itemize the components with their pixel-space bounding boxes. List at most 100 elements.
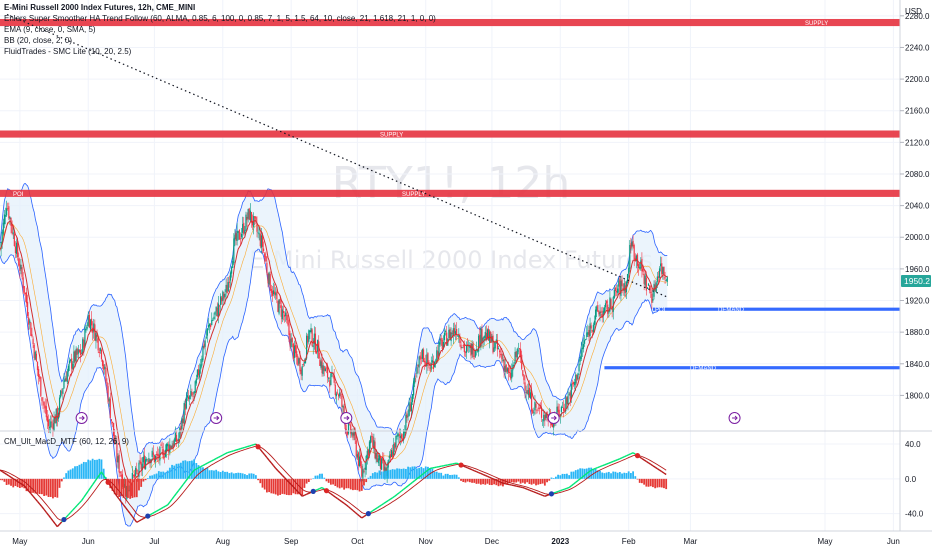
indicator-legend-ehlers[interactable]: Ehlers Super Smoother HA Trend Follow (6… — [4, 13, 436, 24]
signal-marker-icon[interactable] — [548, 413, 559, 424]
indicator-legend-bb[interactable]: BB (20, close, 2, 0) — [4, 35, 436, 46]
macd-histogram-bar — [665, 479, 667, 489]
macd-histogram-bar — [118, 479, 120, 497]
candle-body — [561, 407, 562, 412]
macd-histogram-bar — [92, 459, 94, 479]
candle-body — [601, 311, 602, 313]
candle-body — [533, 412, 534, 413]
macd-histogram-bar — [498, 479, 500, 486]
macd-cross-dot — [324, 488, 329, 493]
macd-histogram-bar — [641, 479, 643, 483]
candle-body — [642, 269, 643, 272]
macd-line-segment — [540, 494, 542, 495]
candle-body — [645, 276, 646, 286]
candle-body — [539, 408, 540, 409]
macd-histogram-bar — [202, 467, 204, 479]
candle-body — [562, 407, 563, 408]
demand-zone[interactable] — [653, 308, 900, 311]
macd-histogram-bar — [615, 472, 617, 479]
candle-body — [53, 417, 54, 431]
candle-body — [501, 354, 502, 360]
demand-zone[interactable] — [604, 366, 900, 369]
candle-body — [44, 402, 45, 405]
macd-legend-title[interactable]: CM_Ult_MacD_MTF (60, 12, 26, 9) — [4, 436, 129, 447]
signal-marker-icon[interactable] — [729, 413, 740, 424]
supply-zone[interactable] — [0, 130, 900, 137]
macd-axis-tick-label: 40.0 — [905, 440, 921, 449]
candle-body — [324, 366, 325, 371]
candle-body — [442, 340, 443, 349]
macd-histogram-bar — [398, 469, 400, 479]
macd-histogram-bar — [96, 460, 98, 479]
candle-body — [393, 444, 394, 455]
macd-histogram-bar — [167, 471, 169, 479]
signal-marker-icon[interactable] — [211, 413, 222, 424]
candle-body — [362, 469, 363, 478]
candle-body — [182, 419, 183, 424]
chart-title[interactable]: E-Mini Russell 2000 Index Futures, 12h, … — [4, 2, 436, 13]
candle-body — [592, 330, 593, 331]
macd-histogram-bar — [612, 472, 614, 479]
macd-line-segment — [631, 453, 633, 454]
macd-histogram-bar — [387, 470, 389, 478]
indicator-legend-smc[interactable]: FluidTrades - SMC Lite (10, 20, 2.5) — [4, 46, 436, 57]
candle-body — [320, 361, 321, 367]
candle-body — [309, 330, 310, 332]
candle-body — [288, 324, 289, 335]
price-axis-tick-label: 1960.0 — [905, 265, 930, 274]
candle-body — [63, 380, 64, 388]
candle-body — [323, 365, 324, 374]
candle-body — [94, 324, 95, 340]
candle-body — [377, 453, 378, 462]
candle-body — [104, 367, 105, 369]
candle-body — [219, 306, 220, 307]
macd-line-segment — [249, 445, 251, 446]
price-axis-tick-label: 2080.0 — [905, 170, 930, 179]
candle-body — [627, 274, 628, 283]
candle-body — [523, 375, 524, 380]
candle-body — [293, 344, 294, 359]
candle-body — [457, 336, 458, 337]
macd-line-segment — [529, 490, 531, 491]
macd-histogram-bar — [414, 466, 416, 478]
candle-body — [544, 415, 545, 420]
macd-histogram-bar — [319, 474, 321, 479]
candle-body — [537, 410, 538, 411]
candle-body — [46, 406, 47, 417]
candle-body — [102, 360, 103, 366]
macd-histogram-bar — [4, 479, 6, 482]
macd-histogram-bar — [645, 479, 647, 487]
macd-histogram-bar — [372, 473, 374, 479]
price-axis-tick-label: 2240.0 — [905, 43, 930, 52]
macd-histogram-bar — [462, 479, 464, 482]
candle-body — [38, 369, 39, 377]
candle-body — [406, 414, 407, 419]
macd-histogram-bar — [233, 473, 235, 478]
candle-body — [134, 474, 135, 477]
candle-body — [291, 339, 292, 348]
macd-line-segment — [567, 488, 569, 489]
candle-body — [383, 460, 384, 470]
candle-body — [272, 291, 273, 296]
candle-body — [121, 475, 122, 476]
candle-body — [586, 332, 587, 337]
macd-line-segment — [629, 454, 631, 455]
candle-body — [330, 373, 331, 385]
candle-body — [50, 421, 51, 427]
signal-marker-icon[interactable] — [341, 413, 352, 424]
supply-zone[interactable] — [0, 190, 900, 197]
candle-body — [514, 352, 515, 364]
macd-histogram-bar — [577, 469, 579, 478]
candle-body — [416, 367, 417, 374]
indicator-legend-ema[interactable]: EMA (9, close, 0, SMA, 5) — [4, 24, 436, 35]
candle-body — [212, 320, 213, 321]
macd-histogram-bar — [551, 478, 553, 479]
macd-histogram-bar — [160, 472, 162, 479]
candle-body — [557, 406, 558, 412]
candle-body — [74, 351, 75, 362]
candle-body — [276, 291, 277, 299]
signal-marker-icon[interactable] — [76, 413, 87, 424]
candle-body — [24, 286, 25, 293]
macd-histogram-bar — [458, 477, 460, 478]
macd-histogram-bar — [315, 476, 317, 479]
